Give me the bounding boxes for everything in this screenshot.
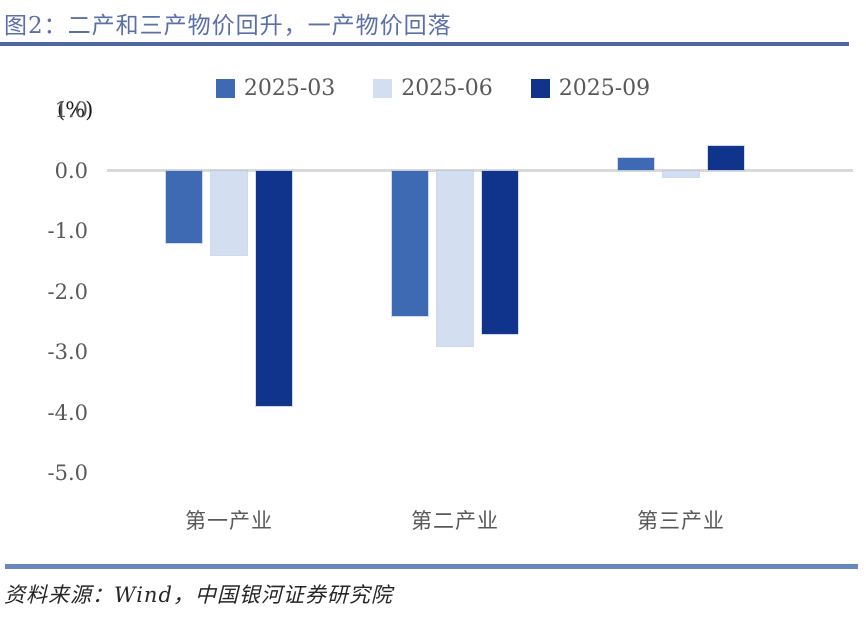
bar-group-第三产业 [568, 110, 794, 473]
bar-2025-03-第二产业 [392, 170, 428, 316]
title-divider-rule [0, 42, 849, 46]
x-axis-labels: 第一产业 第二产业 第三产业 [116, 505, 794, 535]
x-axis-label-第二产业: 第二产业 [411, 509, 499, 533]
legend-swatch-icon [373, 79, 393, 98]
bar-group-第二产业 [342, 110, 568, 473]
x-axis-label-第三产业: 第三产业 [637, 509, 725, 533]
y-axis-tick-label: -4.0 [47, 400, 89, 425]
y-axis-tick-label: -5.0 [47, 461, 89, 485]
legend-label: 2025-03 [243, 76, 336, 101]
chart-legend: 2025-03 2025-06 2025-09 [0, 76, 866, 101]
footer-divider-rule [5, 564, 858, 569]
legend-swatch-icon [215, 79, 235, 98]
bar-group-第一产业 [116, 110, 342, 473]
y-axis-tick-label: -3.0 [47, 340, 89, 364]
legend-label: 2025-09 [558, 76, 651, 101]
chart-title: 图2：二产和三产物价回升，一产物价回落 [4, 13, 452, 39]
bar-2025-09-第三产业 [708, 146, 744, 171]
plot-area [116, 110, 794, 473]
zero-axis-line [107, 169, 853, 172]
legend-item-2025-06: 2025-06 [373, 76, 493, 101]
y-axis-tick-label: 1.0 [54, 98, 88, 122]
y-axis-tick-label: 0.0 [54, 158, 88, 183]
bar-2025-06-第二产业 [437, 170, 473, 346]
bar-2025-06-第一产业 [211, 170, 247, 256]
y-axis-tick-label: -2.0 [47, 279, 89, 304]
legend-item-2025-09: 2025-09 [530, 76, 651, 101]
bar-2025-09-第二产业 [482, 170, 518, 334]
legend-label: 2025-06 [401, 76, 493, 101]
source-note: 资料来源：Wind，中国银河证券研究院 [4, 583, 393, 607]
bar-2025-03-第三产业 [618, 158, 654, 171]
x-axis-label-第一产业: 第一产业 [185, 509, 273, 533]
bar-2025-09-第一产业 [256, 170, 292, 407]
legend-item-2025-03: 2025-03 [215, 76, 336, 101]
bar-2025-06-第三产业 [663, 170, 699, 177]
y-axis-unit-label: (%) [57, 98, 94, 122]
legend-swatch-icon [530, 79, 550, 98]
y-axis-tick-label: -1.0 [47, 219, 89, 243]
bar-2025-03-第一产业 [166, 170, 202, 244]
